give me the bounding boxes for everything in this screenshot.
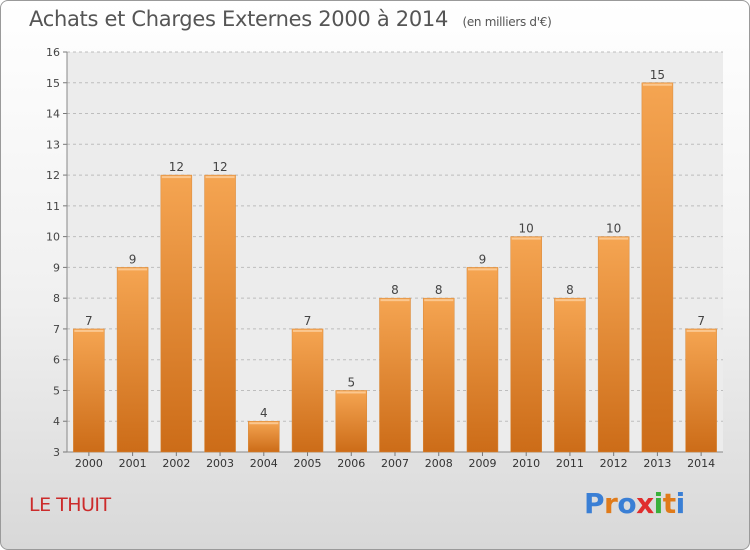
bar-highlight-2008 — [424, 299, 454, 302]
x-tick-label-2009: 2009 — [468, 457, 496, 470]
chart-title: Achats et Charges Externes 2000 à 2014 (… — [29, 7, 552, 31]
y-tick-label: 9 — [53, 261, 60, 274]
bar-highlight-2003 — [205, 176, 235, 179]
x-tick-label-2001: 2001 — [119, 457, 147, 470]
y-tick-label: 8 — [53, 292, 60, 305]
y-tick-label: 11 — [46, 200, 60, 213]
logo-letter: x — [636, 487, 654, 520]
bar-2005 — [291, 328, 324, 453]
bar-2002 — [160, 174, 193, 453]
x-tick-label-2011: 2011 — [556, 457, 584, 470]
label-layer: 7 2000 9 2001 12 2002 12 2003 4 2004 7 2005 5 2006 8 20… — [75, 68, 715, 470]
value-label-2000: 7 — [85, 314, 93, 328]
bar-2006 — [335, 390, 368, 453]
value-label-2007: 8 — [391, 283, 399, 297]
bar-2010 — [510, 236, 542, 453]
value-label-2013: 15 — [650, 68, 665, 82]
value-label-2006: 5 — [347, 375, 355, 389]
bar-highlight-2000 — [74, 329, 104, 332]
bar-2004 — [248, 420, 280, 453]
bar-2009 — [466, 267, 499, 453]
value-label-2010: 10 — [519, 222, 534, 236]
bar-2003 — [204, 174, 236, 453]
value-label-2005: 7 — [304, 314, 312, 328]
bar-layer — [73, 82, 717, 453]
x-tick-label-2004: 2004 — [250, 457, 278, 470]
bar-highlight-2004 — [249, 422, 279, 425]
value-label-2011: 8 — [566, 283, 574, 297]
bar-highlight-2013 — [642, 83, 672, 86]
value-label-2001: 9 — [129, 252, 137, 266]
bar-2012 — [597, 236, 630, 453]
y-tick-label: 15 — [46, 77, 60, 90]
x-tick-label-2006: 2006 — [337, 457, 365, 470]
x-tick-label-2005: 2005 — [294, 457, 322, 470]
value-label-2012: 10 — [606, 222, 621, 236]
value-label-2004: 4 — [260, 406, 268, 420]
bar-2007 — [379, 297, 411, 453]
y-tick-label: 4 — [53, 415, 60, 428]
value-label-2008: 8 — [435, 283, 443, 297]
bar-highlight-2014 — [686, 329, 716, 332]
value-label-2009: 9 — [479, 252, 487, 266]
y-tick-label: 10 — [46, 231, 60, 244]
bar-highlight-2007 — [380, 299, 410, 302]
logo-letter: P — [584, 487, 605, 520]
bar-highlight-2006 — [336, 391, 366, 394]
x-tick-label-2000: 2000 — [75, 457, 103, 470]
bar-2014 — [685, 328, 717, 453]
y-tick-label: 5 — [53, 384, 60, 397]
bar-highlight-2010 — [511, 237, 541, 240]
x-tick-label-2013: 2013 — [643, 457, 671, 470]
logo-letter: i — [675, 487, 686, 520]
bar-highlight-2002 — [161, 176, 191, 179]
x-tick-label-2012: 2012 — [600, 457, 628, 470]
y-tick-label: 14 — [46, 108, 60, 121]
x-tick-label-2014: 2014 — [687, 457, 715, 470]
commune-name: LE THUIT — [29, 494, 111, 516]
proxiti-logo[interactable]: Proxiti — [584, 487, 685, 520]
y-tick-label: 6 — [53, 354, 60, 367]
bar-highlight-2005 — [293, 329, 323, 332]
value-label-2003: 12 — [212, 160, 227, 174]
chart-title-text: Achats et Charges Externes 2000 à 2014 — [29, 7, 449, 31]
y-tick-label: 13 — [46, 138, 60, 151]
y-tick-label: 12 — [46, 169, 60, 182]
x-tick-label-2007: 2007 — [381, 457, 409, 470]
x-tick-label-2010: 2010 — [512, 457, 540, 470]
bar-highlight-2012 — [599, 237, 629, 240]
bar-highlight-2001 — [118, 268, 148, 271]
logo-letter: t — [662, 487, 676, 520]
bar-highlight-2009 — [467, 268, 497, 271]
logo-letter: r — [604, 487, 618, 520]
x-tick-label-2008: 2008 — [425, 457, 453, 470]
value-label-2002: 12 — [169, 160, 184, 174]
bar-highlight-2011 — [555, 299, 585, 302]
logo-letter: o — [617, 487, 637, 520]
y-tick-label: 16 — [46, 46, 60, 59]
bar-2008 — [422, 297, 455, 453]
bar-2000 — [73, 328, 105, 453]
bar-2001 — [116, 267, 149, 453]
y-tick-label: 7 — [53, 323, 60, 336]
bar-2011 — [554, 297, 586, 453]
chart-subtitle: (en milliers d'€) — [462, 15, 552, 29]
x-tick-label-2002: 2002 — [162, 457, 190, 470]
bar-2013 — [641, 82, 674, 453]
x-tick-label-2003: 2003 — [206, 457, 234, 470]
y-tick-label: 3 — [53, 446, 60, 459]
value-label-2014: 7 — [697, 314, 705, 328]
logo-letter: i — [653, 487, 664, 520]
